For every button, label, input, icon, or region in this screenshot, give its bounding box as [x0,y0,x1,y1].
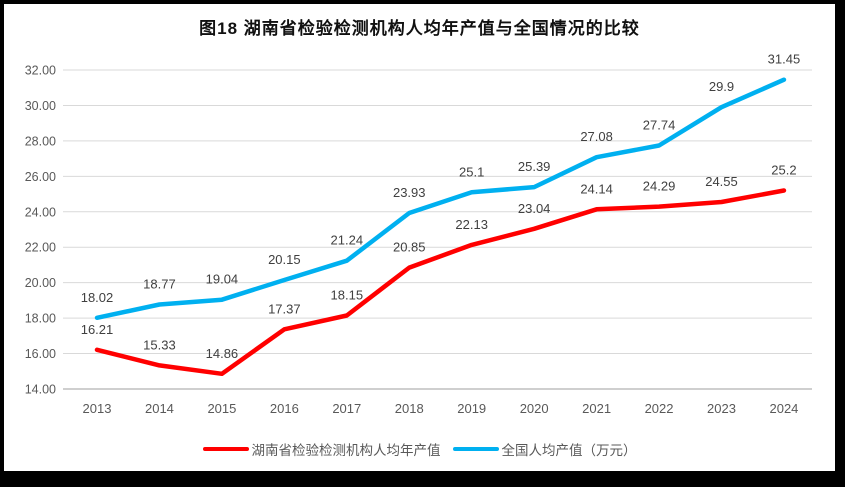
x-tick-label: 2016 [270,401,299,416]
legend-line-swatch-red [202,446,249,452]
data-label: 25.39 [518,159,551,174]
data-label: 31.45 [768,52,801,67]
data-label: 16.21 [81,322,114,337]
chart-legend: 湖南省检验检测机构人均年产值 全国人均产值（万元） [4,439,835,459]
data-label: 23.93 [393,185,426,200]
x-tick-label: 2024 [769,401,798,416]
data-label: 27.74 [643,117,676,132]
y-tick-label: 24.00 [25,205,56,219]
data-label: 24.55 [705,174,738,189]
data-label: 25.1 [459,164,484,179]
y-tick-label: 18.00 [25,312,56,326]
x-tick-label: 2021 [582,401,611,416]
legend-label-national: 全国人均产值（万元） [501,443,637,458]
x-tick-label: 2013 [83,401,112,416]
data-label: 18.02 [81,290,114,305]
legend-line-swatch-blue [452,446,499,452]
frame-border-right [835,0,845,487]
legend-item-hunan: 湖南省检验检测机构人均年产值 [202,439,441,459]
x-tick-label: 2014 [145,401,174,416]
y-tick-label: 28.00 [25,134,56,148]
x-tick-label: 2018 [395,401,424,416]
y-tick-label: 32.00 [25,64,56,78]
frame-border-bottom [0,471,845,487]
data-label: 23.04 [518,201,551,216]
data-label: 24.14 [580,181,613,196]
data-label: 18.77 [143,276,176,291]
data-label: 24.29 [643,179,676,194]
x-tick-label: 2023 [707,401,736,416]
data-label: 20.15 [268,252,301,267]
data-label: 29.9 [709,79,734,94]
chart-title: 图18 湖南省检验检测机构人均年产值与全国情况的比较 [199,19,640,38]
data-label: 25.2 [771,163,796,178]
data-label: 19.04 [206,272,239,287]
series-line-0 [94,188,787,377]
data-label: 21.24 [331,233,364,248]
data-label: 22.13 [455,217,488,232]
x-tick-label: 2022 [645,401,674,416]
data-label: 27.08 [580,129,613,144]
y-tick-label: 14.00 [25,383,56,397]
data-label: 18.15 [331,287,364,302]
y-tick-label: 22.00 [25,241,56,255]
y-tick-label: 16.00 [25,347,56,361]
data-label: 17.37 [268,301,301,316]
y-tick-label: 20.00 [25,276,56,290]
y-tick-label: 26.00 [25,170,56,184]
y-tick-label: 30.00 [25,99,56,113]
frame-border-left [0,0,4,487]
frame-border-top [0,0,845,4]
data-label: 15.33 [143,337,176,352]
x-tick-label: 2015 [207,401,236,416]
x-tick-label: 2020 [520,401,549,416]
legend-item-national: 全国人均产值（万元） [452,439,637,459]
data-label: 14.86 [206,346,239,361]
series-line-1 [94,77,787,321]
legend-label-hunan: 湖南省检验检测机构人均年产值 [251,443,441,458]
x-tick-label: 2017 [332,401,361,416]
data-label: 20.85 [393,240,426,255]
x-tick-label: 2019 [457,401,486,416]
